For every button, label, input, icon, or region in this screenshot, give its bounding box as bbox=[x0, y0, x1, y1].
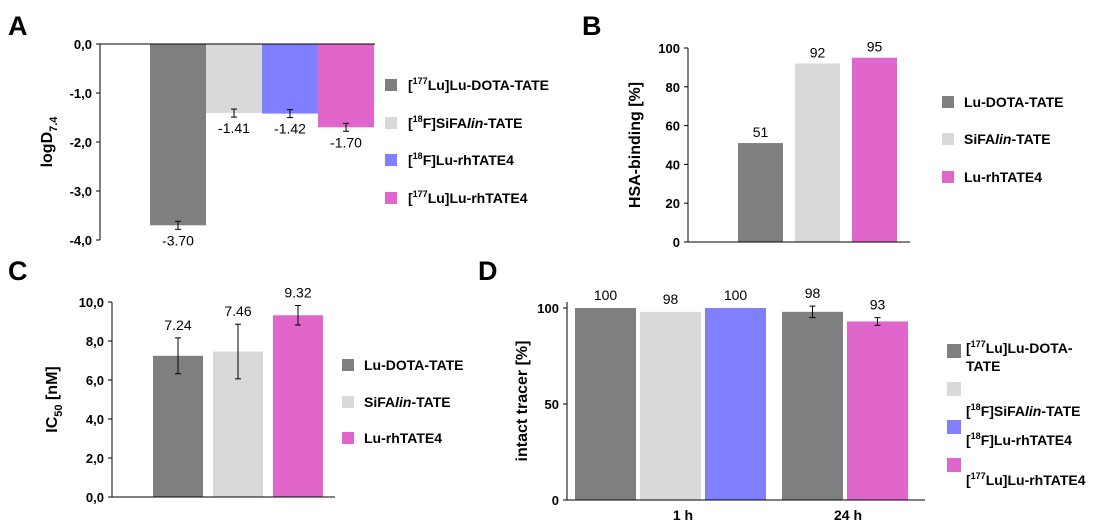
y-tick-label: 4,0 bbox=[86, 412, 104, 427]
bar-a-2 bbox=[206, 44, 262, 114]
y-tick-label: -3,0 bbox=[70, 184, 92, 199]
legend-label-c-1: Lu-DOTA-TATE bbox=[364, 357, 464, 373]
y-tick-label: -1,0 bbox=[70, 86, 92, 101]
x-category-label-2: 24 h bbox=[834, 507, 862, 523]
legend-label-d-3: [18F]Lu-rhTATE4 bbox=[966, 431, 1072, 448]
panel-letter-a: A bbox=[8, 11, 28, 41]
y-tick-label: 80 bbox=[666, 80, 680, 95]
legend-swatch-d-2 bbox=[947, 382, 961, 396]
y-tick-label: 100 bbox=[658, 41, 680, 56]
legend-label-a-4: [177Lu]Lu-rhTATE4 bbox=[408, 189, 528, 206]
y-tick-label: 100 bbox=[537, 301, 559, 316]
legend-swatch-b-3 bbox=[942, 171, 954, 183]
legend-label-b-1: Lu-DOTA-TATE bbox=[964, 94, 1064, 110]
y-tick-label: 50 bbox=[545, 397, 559, 412]
y-tick-label: 20 bbox=[666, 196, 680, 211]
y-axis-title-b: HSA-binding [%] bbox=[627, 82, 644, 208]
panel-letter-d: D bbox=[478, 256, 498, 286]
y-axis-title-c: IC50 [nM] bbox=[44, 366, 65, 432]
legend-swatch-c-1 bbox=[342, 359, 354, 371]
panel-c-chart: 7.24 7.46 9.32 0,0 2,0 4,0 6,0 8,0 10,0 IC50 [nM] bbox=[44, 285, 354, 505]
y-tick-label: 0,0 bbox=[86, 490, 104, 505]
legend-label-a-3: [18F]Lu-rhTATE4 bbox=[408, 151, 514, 168]
legend-swatch-c-3 bbox=[342, 432, 354, 444]
panel-b-chart: 51 92 95 0 20 40 60 80 100 HSA-binding [%] bbox=[627, 39, 954, 250]
y-axis-title-a: logD7.4 bbox=[39, 116, 60, 168]
legend-label-c-3: Lu-rhTATE4 bbox=[364, 430, 442, 446]
bar-b-2 bbox=[795, 63, 840, 242]
legend-swatch-a-2 bbox=[385, 117, 397, 129]
legend-swatch-c-2 bbox=[342, 396, 354, 408]
x-category-label-1: 1 h bbox=[673, 507, 693, 523]
data-label-a-2: -1.41 bbox=[218, 120, 250, 136]
y-tick-label: -2,0 bbox=[70, 135, 92, 150]
bar-a-4 bbox=[318, 44, 374, 128]
bar-d-1-2 bbox=[640, 311, 701, 500]
bar-d-1-3 bbox=[705, 308, 766, 500]
panel-d-chart: 100 98 100 98 93 0 50 100 1 h 24 h intact tracer [… bbox=[514, 285, 1000, 523]
legend-swatch-d-4 bbox=[947, 458, 961, 472]
data-label-a-4: -1.70 bbox=[330, 134, 362, 150]
data-label-d-2-2: 93 bbox=[870, 297, 886, 313]
y-tick-label: 0 bbox=[552, 493, 559, 508]
y-tick-label: -4,0 bbox=[70, 233, 92, 248]
y-tick-label: 10,0 bbox=[79, 295, 104, 310]
legend-swatch-a-3 bbox=[385, 154, 397, 166]
panel-letter-c: C bbox=[8, 256, 28, 286]
y-tick-label: 0 bbox=[673, 235, 680, 250]
bar-b-3 bbox=[852, 57, 897, 243]
y-tick-label: 2,0 bbox=[86, 451, 104, 466]
legend-label-d-1: [177Lu]Lu-DOTA- bbox=[966, 339, 1073, 356]
data-label-b-2: 92 bbox=[810, 45, 826, 61]
bar-c-3 bbox=[273, 315, 323, 497]
bar-a-3 bbox=[262, 44, 318, 114]
data-label-d-1-2: 98 bbox=[663, 291, 679, 307]
y-tick-label: 60 bbox=[666, 119, 680, 134]
legend-label-b-2: SiFAlin-TATE bbox=[964, 131, 1051, 147]
legend-swatch-d-1 bbox=[947, 344, 961, 358]
y-axis-title-d: intact tracer [%] bbox=[514, 341, 531, 462]
legend-label-d-2: [18F]SiFAlin-TATE bbox=[966, 402, 1081, 419]
data-label-a-3: -1.42 bbox=[274, 121, 306, 137]
data-label-d-2-1: 98 bbox=[805, 285, 821, 301]
bar-d-1-1 bbox=[575, 308, 636, 500]
bar-c-1 bbox=[153, 355, 203, 497]
y-tick-label: 8,0 bbox=[86, 334, 104, 349]
panel-letter-b: B bbox=[582, 11, 602, 41]
data-label-b-3: 95 bbox=[867, 39, 883, 55]
bar-d-2-2 bbox=[847, 321, 908, 500]
data-label-d-1-1: 100 bbox=[594, 287, 618, 303]
y-tick-label: 6,0 bbox=[86, 373, 104, 388]
data-label-b-1: 51 bbox=[753, 124, 769, 140]
panel-a-chart: -3.70 -1.41 -1.42 -1.70 0,0 -1,0 -2,0 -3,0 -4,0 l… bbox=[39, 37, 397, 248]
data-label-c-3: 9.32 bbox=[284, 285, 311, 301]
data-label-c-2: 7.46 bbox=[224, 303, 251, 319]
bar-a-1 bbox=[150, 44, 206, 226]
legend-swatch-a-1 bbox=[385, 79, 397, 91]
legend-label-d-1-line2: TATE bbox=[966, 358, 1000, 374]
bar-b-1 bbox=[738, 143, 783, 242]
legend-swatch-a-4 bbox=[385, 192, 397, 204]
legend-swatch-b-1 bbox=[942, 96, 954, 108]
y-tick-label: 0,0 bbox=[74, 37, 92, 52]
bar-d-2-1 bbox=[782, 311, 843, 500]
data-label-a-1: -3.70 bbox=[162, 232, 194, 248]
legend-swatch-d-3 bbox=[947, 420, 961, 434]
legend-label-a-2: [18F]SiFAlin-TATE bbox=[408, 114, 523, 131]
legend-label-b-3: Lu-rhTATE4 bbox=[964, 169, 1042, 185]
legend-label-d-4: [177Lu]Lu-rhTATE4 bbox=[966, 471, 1086, 488]
legend-label-a-1: [177Lu]Lu-DOTA-TATE bbox=[408, 76, 549, 93]
data-label-c-1: 7.24 bbox=[164, 317, 191, 333]
legend-swatch-b-2 bbox=[942, 133, 954, 145]
legend-label-c-2: SiFAlin-TATE bbox=[364, 394, 451, 410]
data-label-d-1-3: 100 bbox=[724, 287, 748, 303]
y-tick-label: 40 bbox=[666, 157, 680, 172]
